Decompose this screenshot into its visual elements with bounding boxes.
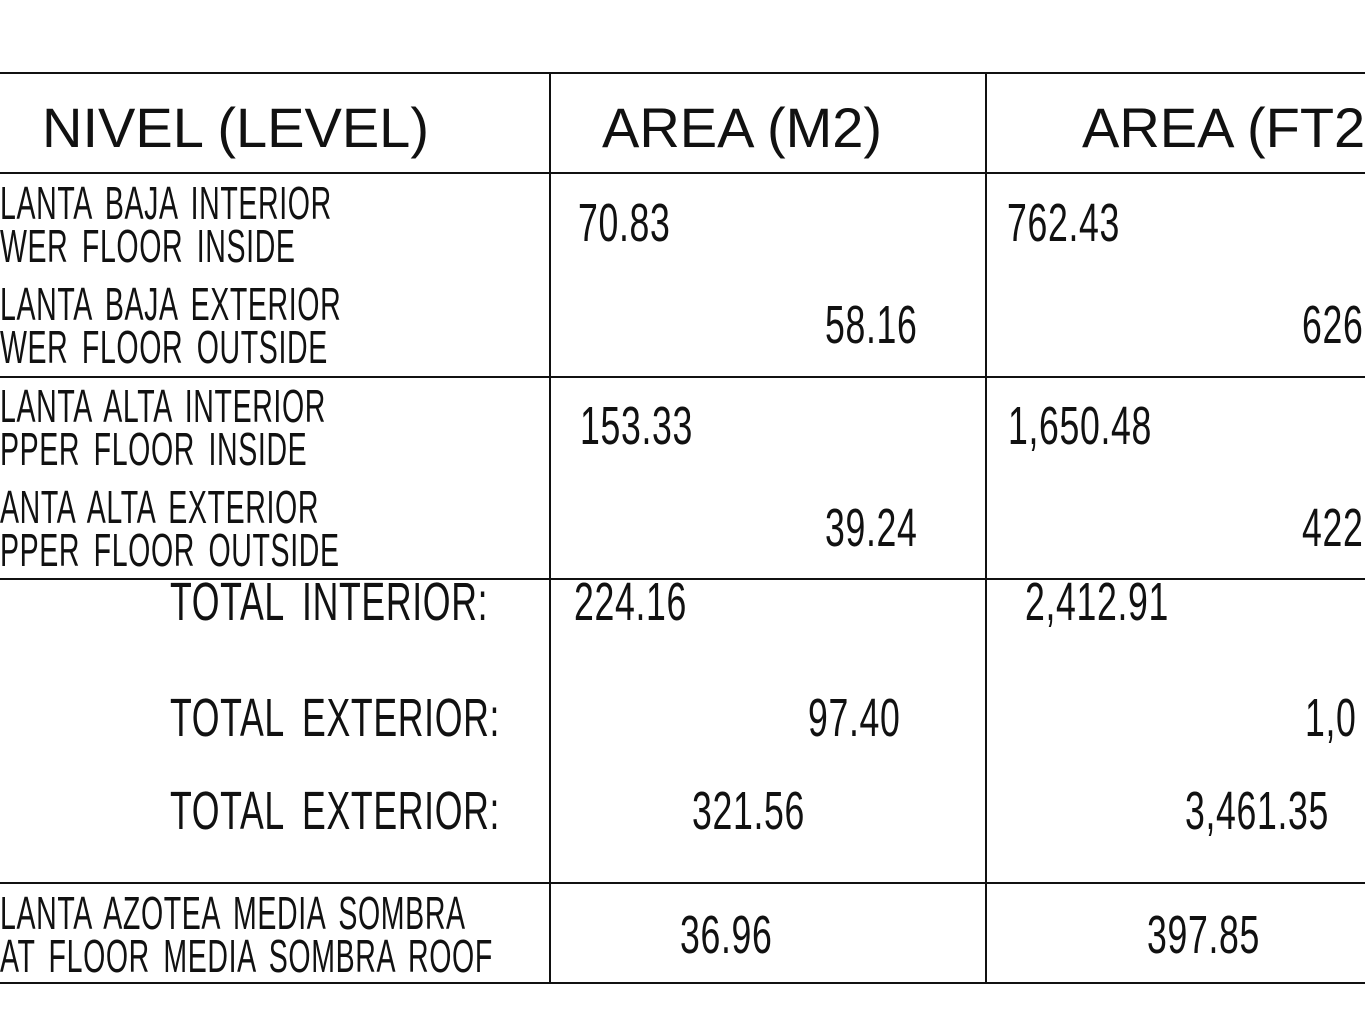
column-divider — [549, 73, 551, 984]
roof-m2: 36.96 — [680, 905, 773, 965]
row-label-en: WER FLOOR OUTSIDE — [0, 321, 328, 373]
row-label-es: LANTA BAJA EXTERIOR — [0, 278, 342, 330]
total-ft2: 2,412.91 — [1025, 572, 1170, 632]
total-ft2: 1,0 — [1305, 688, 1357, 748]
row-label-es: LANTA ALTA INTERIOR — [0, 380, 326, 432]
roof-ft2: 397.85 — [1147, 905, 1260, 965]
total-m2: 97.40 — [808, 688, 901, 748]
row-divider — [0, 578, 1365, 580]
table-border-top — [0, 72, 1365, 74]
row-divider — [0, 376, 1365, 378]
table-border-bottom — [0, 982, 1365, 984]
row-label-es: ANTA ALTA EXTERIOR — [0, 481, 320, 533]
row-label-en: PPER FLOOR INSIDE — [0, 423, 308, 475]
cell-ft2: 1,650.48 — [1008, 396, 1153, 456]
total-ft2: 3,461.35 — [1185, 781, 1330, 841]
total-label: TOTAL INTERIOR: — [170, 572, 489, 632]
header-level: NIVEL (LEVEL) — [42, 96, 429, 159]
row-divider — [0, 882, 1365, 884]
row-label-en: PPER FLOOR OUTSIDE — [0, 524, 340, 576]
roof-label-es: LANTA AZOTEA MEDIA SOMBRA — [0, 887, 466, 939]
cell-ft2: 422 — [1302, 498, 1364, 558]
total-m2: 321.56 — [692, 781, 805, 841]
header-area-m2: AREA (M2) — [602, 96, 883, 159]
cell-m2: 153.33 — [580, 396, 693, 456]
roof-label-en: AT FLOOR MEDIA SOMBRA ROOF — [0, 930, 493, 982]
header-divider — [0, 172, 1365, 174]
cell-m2: 58.16 — [825, 295, 918, 355]
cell-m2: 70.83 — [578, 193, 671, 253]
total-label: TOTAL EXTERIOR: — [170, 781, 501, 841]
total-m2: 224.16 — [574, 572, 687, 632]
total-label: TOTAL EXTERIOR: — [170, 688, 501, 748]
row-label-es: LANTA BAJA INTERIOR — [0, 177, 332, 229]
cell-m2: 39.24 — [825, 498, 918, 558]
header-area-ft2: AREA (FT2 — [1082, 96, 1365, 159]
cell-ft2: 762.43 — [1007, 193, 1120, 253]
cell-ft2: 626 — [1302, 295, 1364, 355]
row-label-en: WER FLOOR INSIDE — [0, 220, 296, 272]
column-divider — [985, 73, 987, 984]
